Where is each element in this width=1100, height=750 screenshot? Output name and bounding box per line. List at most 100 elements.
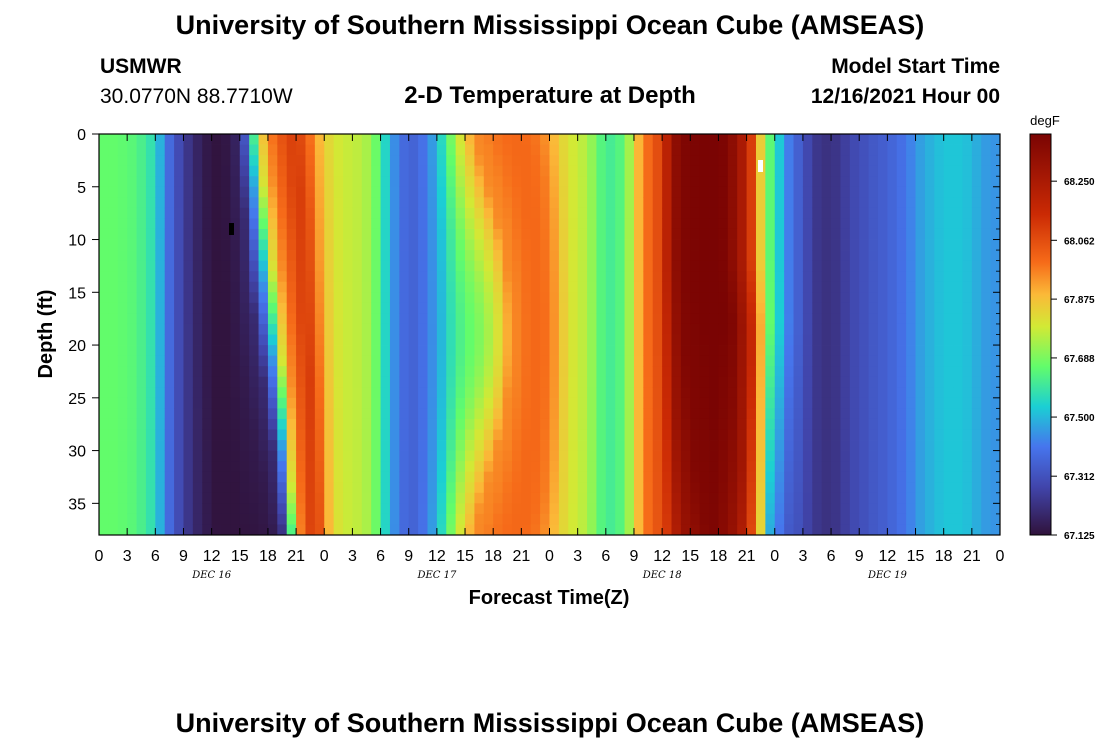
heatmap-cell [643, 292, 654, 304]
heatmap-cell [934, 429, 945, 441]
heatmap-cell [859, 418, 870, 430]
heatmap-cell [361, 323, 372, 335]
heatmap-cell [455, 323, 466, 335]
heatmap-cell [399, 492, 410, 504]
heatmap-cell [924, 492, 935, 504]
heatmap-cell [192, 323, 203, 335]
heatmap-cell [502, 271, 513, 283]
heatmap-cell [380, 440, 391, 451]
heatmap-cell [680, 302, 691, 314]
heatmap-cell [399, 228, 410, 240]
heatmap-cell [793, 513, 804, 525]
heatmap-cell [943, 450, 954, 462]
heatmap-cell [633, 155, 644, 167]
heatmap-cell [709, 376, 719, 388]
heatmap-cell [446, 165, 457, 177]
heatmap-cell [624, 144, 635, 156]
heatmap-cell [239, 165, 250, 177]
heatmap-cell [990, 323, 1001, 335]
heatmap-cell [474, 323, 485, 335]
heatmap-cell [436, 355, 447, 367]
heatmap-cell [765, 397, 776, 409]
heatmap-cell [483, 461, 494, 473]
heatmap-cell [211, 334, 222, 346]
heatmap-cell [352, 207, 363, 219]
heatmap-cell [558, 228, 569, 240]
heatmap-cell [802, 134, 813, 145]
heatmap-cell [755, 387, 766, 399]
heatmap-cell [746, 440, 757, 451]
heatmap-cell [239, 461, 250, 473]
heatmap-cell [577, 218, 588, 230]
heatmap-cell [887, 207, 898, 219]
heatmap-cell [361, 281, 372, 293]
heatmap-cell [502, 197, 513, 209]
heatmap-cell [305, 323, 316, 335]
heatmap-cell [812, 250, 823, 262]
heatmap-cell [183, 440, 194, 451]
heatmap-cell [774, 482, 785, 494]
heatmap-cell [436, 271, 447, 283]
heatmap-cell [164, 165, 175, 177]
heatmap-cell [840, 323, 851, 335]
heatmap-cell [277, 134, 288, 145]
heatmap-cell [483, 355, 494, 367]
heatmap-cell [821, 197, 832, 209]
heatmap-cell [746, 450, 757, 462]
heatmap-cell [690, 513, 701, 525]
heatmap-cell [230, 207, 241, 219]
heatmap-cell [633, 134, 644, 145]
heatmap-cell [765, 250, 776, 262]
heatmap-cell [221, 471, 231, 483]
heatmap-cell [296, 292, 306, 304]
heatmap-cell [831, 323, 841, 335]
heatmap-cell [324, 281, 335, 293]
heatmap-cell [802, 355, 813, 367]
heatmap-cell [277, 503, 288, 515]
heatmap-cell [699, 397, 710, 409]
heatmap-cell [671, 524, 682, 536]
heatmap-cell [577, 513, 588, 525]
heatmap-cell [540, 186, 550, 198]
x-tick-label: 21 [512, 548, 530, 565]
heatmap-cell [436, 323, 447, 335]
heatmap-cell [389, 482, 400, 494]
heatmap-cell [549, 197, 560, 209]
heatmap-cell [286, 503, 297, 515]
heatmap-cell [624, 408, 635, 420]
heatmap-cell [483, 524, 494, 536]
heatmap-cell [615, 176, 625, 188]
heatmap-cell [305, 165, 316, 177]
heatmap-cell [352, 302, 363, 314]
heatmap-cell [145, 323, 156, 335]
heatmap-cell [399, 155, 410, 167]
heatmap-cell [596, 418, 607, 430]
heatmap-cell [699, 503, 710, 515]
heatmap-cell [577, 134, 588, 145]
heatmap-cell [286, 218, 297, 230]
heatmap-cell [324, 355, 335, 367]
heatmap-cell [784, 165, 794, 177]
heatmap-cell [352, 376, 363, 388]
heatmap-cell [521, 302, 532, 314]
heatmap-cell [596, 260, 607, 272]
heatmap-cell [418, 155, 428, 167]
heatmap-cell [746, 461, 757, 473]
heatmap-cell [530, 334, 541, 346]
heatmap-cell [652, 408, 663, 420]
heatmap-cell [840, 418, 851, 430]
heatmap-cell [652, 292, 663, 304]
heatmap-cell [483, 228, 494, 240]
min-marker [229, 223, 234, 235]
heatmap-cell [718, 260, 729, 272]
heatmap-cell [615, 376, 625, 388]
heatmap-cell [699, 165, 710, 177]
heatmap-cell [465, 144, 475, 156]
heatmap-cell [502, 302, 513, 314]
heatmap-cell [145, 376, 156, 388]
heatmap-cell [577, 281, 588, 293]
heatmap-cell [877, 503, 888, 515]
heatmap-cell [906, 218, 916, 230]
heatmap-cell [258, 387, 269, 399]
heatmap-cell [436, 176, 447, 188]
